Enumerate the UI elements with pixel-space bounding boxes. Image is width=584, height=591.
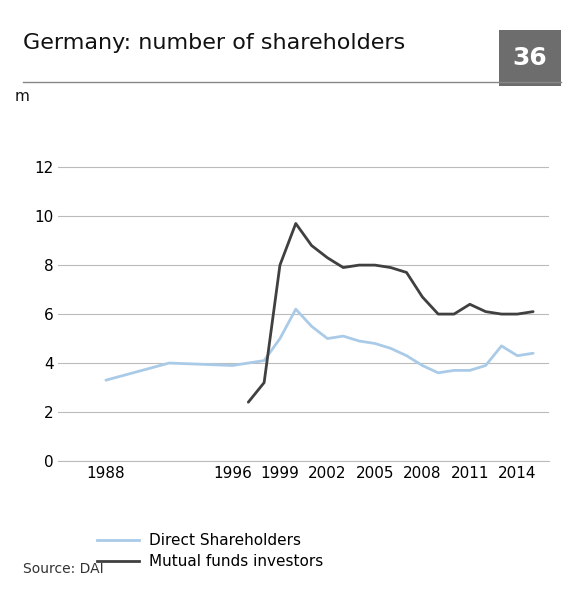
Text: Source: DAI: Source: DAI [23,562,104,576]
Text: m: m [14,89,29,105]
Text: Germany: number of shareholders: Germany: number of shareholders [23,33,406,53]
Text: 36: 36 [512,46,547,70]
Legend: Direct Shareholders, Mutual funds investors: Direct Shareholders, Mutual funds invest… [91,527,329,575]
